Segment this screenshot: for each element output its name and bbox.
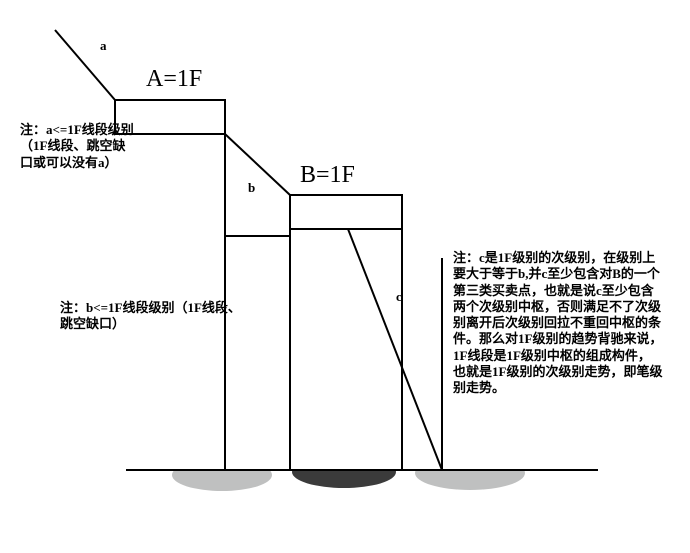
- B_title: B=1F: [300, 162, 355, 189]
- note_b: 注：b<=1F线段级别（1F线段、跳空缺口）: [60, 300, 250, 333]
- A_title: A=1F: [146, 66, 202, 93]
- c_small: c: [396, 289, 402, 305]
- note_a: 注：a<=1F线段级别（1F线段、跳空缺口或可以没有a）: [20, 122, 136, 171]
- note_c: 注：c是1F级别的次级别，在级别上要大于等于b,并c至少包含对B的一个第三类买卖…: [453, 250, 663, 396]
- b_small: b: [248, 180, 255, 196]
- a_small: a: [100, 38, 107, 54]
